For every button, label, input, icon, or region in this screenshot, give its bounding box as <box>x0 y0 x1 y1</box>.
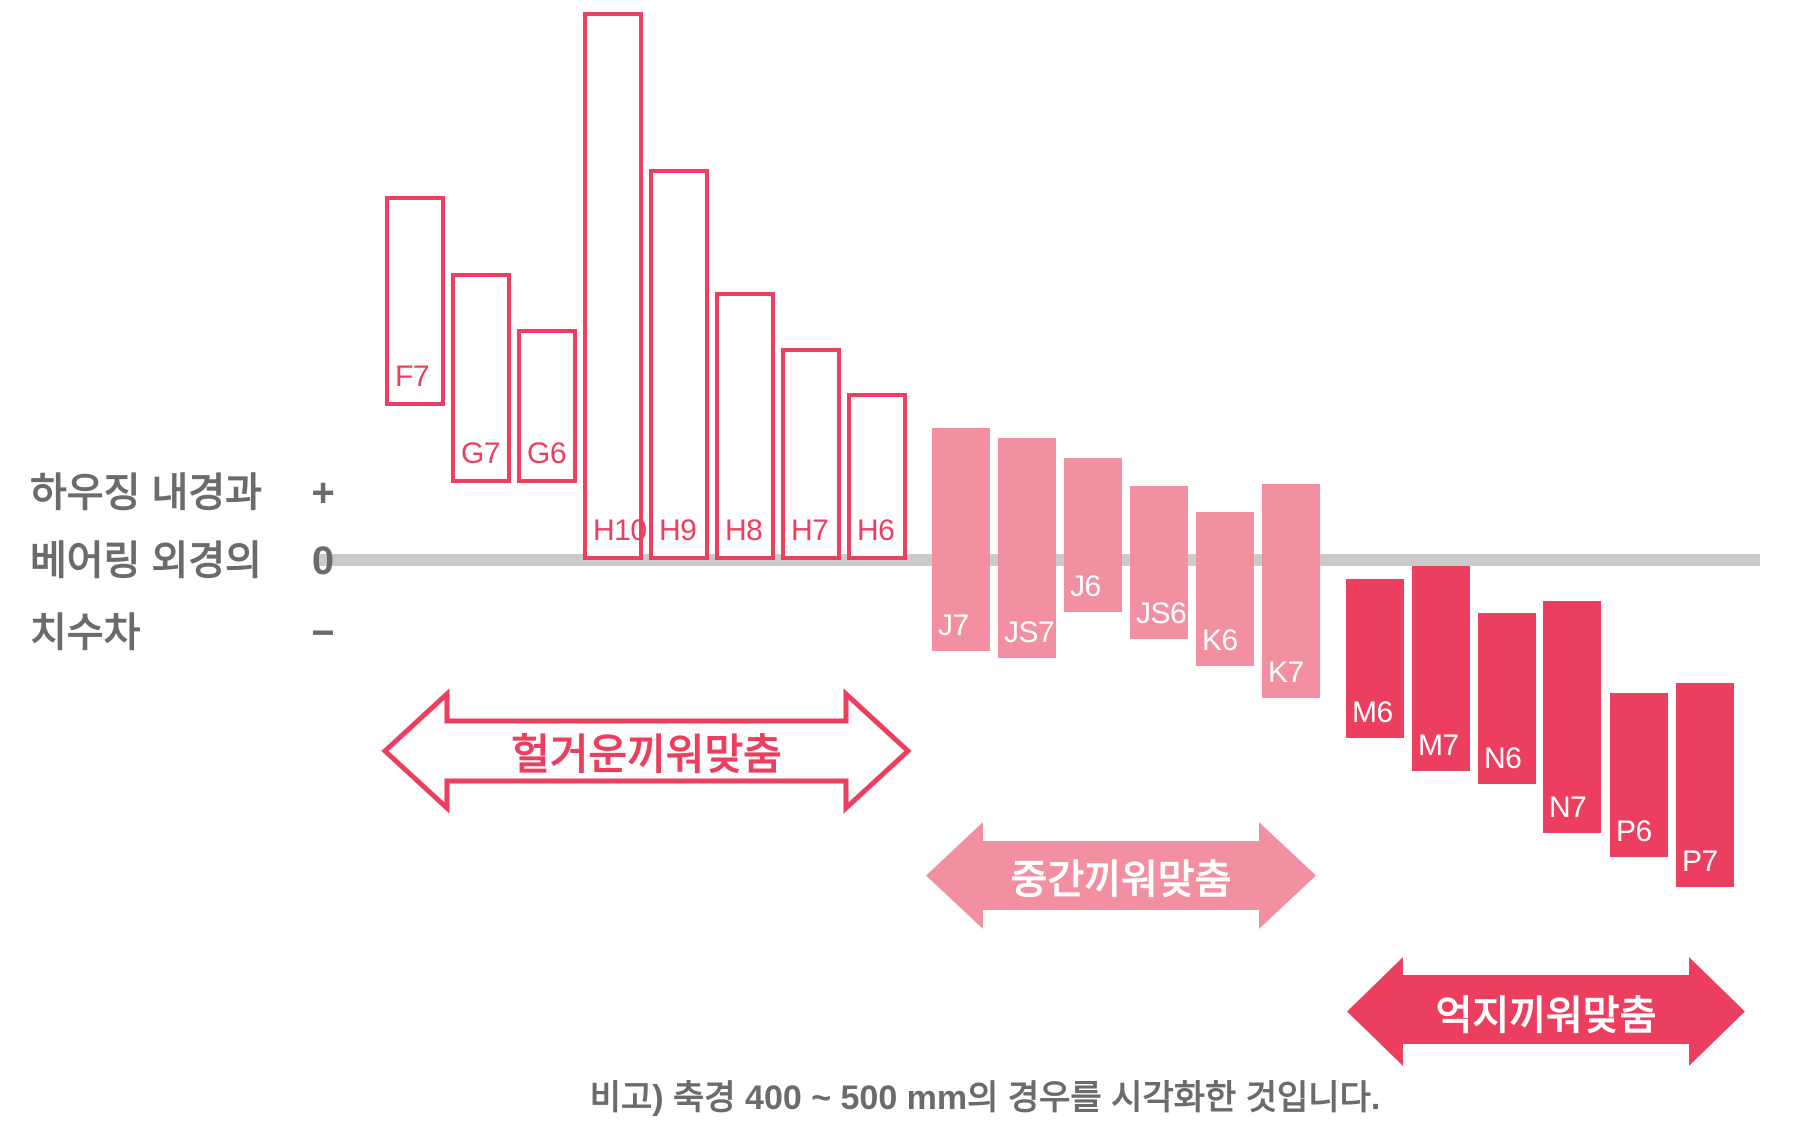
axis-row-housing-bore: 하우징 내경과 + <box>30 468 335 518</box>
axis-symbol-zero: 0 <box>311 539 335 583</box>
bar-label-f7: F7 <box>395 360 430 393</box>
bar-g7: G7 <box>451 273 511 483</box>
double-arrow-pink-icon <box>926 822 1316 929</box>
bar-label-h8: H8 <box>725 514 763 547</box>
bar-h8: H8 <box>715 292 775 560</box>
bar-label-h9: H9 <box>659 514 697 547</box>
bar-label-j7: J7 <box>938 609 969 642</box>
loose-fit-arrow-label: 헐거운끼워맞춤 <box>511 730 782 778</box>
axis-label-bearing-od: 베어링 외경의 <box>30 539 262 583</box>
bar-js7: JS7 <box>998 438 1056 658</box>
bar-h10: H10 <box>583 12 647 560</box>
axis-row-dimension-difference: 치수차 − <box>30 608 335 658</box>
loose-fit-arrow: 헐거운끼워맞춤 <box>381 688 912 814</box>
bar-label-n6: N6 <box>1484 742 1522 775</box>
bar-m7: M7 <box>1412 566 1470 771</box>
transition-fit-arrow-label: 중간끼워맞춤 <box>1010 857 1232 902</box>
bar-h6: H6 <box>847 393 907 560</box>
bar-n6: N6 <box>1478 613 1536 784</box>
bar-label-h6: H6 <box>857 514 895 547</box>
bar-label-m6: M6 <box>1352 696 1393 729</box>
axis-label-housing-bore: 하우징 내경과 <box>30 471 262 515</box>
footnote: 비고) 축경 400 ~ 500 mm의 경우를 시각화한 것입니다. <box>589 1079 1381 1117</box>
bar-label-p6: P6 <box>1616 815 1652 848</box>
bar-label-js7: JS7 <box>1004 616 1055 649</box>
transition-fit-arrow: 중간끼워맞춤 <box>926 822 1316 929</box>
bar-h9: H9 <box>649 169 709 560</box>
double-arrow-outline-icon <box>381 688 912 814</box>
interference-fit-arrow: 억지끼워맞춤 <box>1347 957 1745 1066</box>
bar-h7: H7 <box>781 348 841 560</box>
axis-label-dimension-difference: 치수차 <box>30 611 141 655</box>
bar-j6: J6 <box>1064 458 1122 612</box>
bar-p6: P6 <box>1610 693 1668 857</box>
bar-label-m7: M7 <box>1418 729 1459 762</box>
bar-label-js6: JS6 <box>1136 597 1187 630</box>
axis-symbol-minus: − <box>311 611 335 655</box>
axis-row-bearing-od: 베어링 외경의 0 <box>30 536 334 586</box>
bar-k7: K7 <box>1262 484 1320 698</box>
bar-f7: F7 <box>385 196 445 406</box>
double-arrow-crimson-icon <box>1347 957 1745 1066</box>
bar-p7: P7 <box>1676 683 1734 887</box>
bar-label-j6: J6 <box>1070 570 1101 603</box>
bar-label-k6: K6 <box>1202 624 1238 657</box>
bar-n7: N7 <box>1543 601 1601 833</box>
bar-label-n7: N7 <box>1549 791 1587 824</box>
bar-label-g7: G7 <box>461 437 501 470</box>
interference-fit-arrow-label: 억지끼워맞춤 <box>1435 993 1657 1038</box>
bar-j7: J7 <box>932 428 990 651</box>
bar-m6: M6 <box>1346 579 1404 738</box>
bar-label-p7: P7 <box>1682 845 1718 878</box>
bar-k6: K6 <box>1196 512 1254 666</box>
bar-label-g6: G6 <box>527 437 567 470</box>
axis-symbol-plus: + <box>311 471 335 515</box>
bar-label-k7: K7 <box>1268 656 1304 689</box>
bar-label-h7: H7 <box>791 514 829 547</box>
bar-g6: G6 <box>517 329 577 483</box>
bar-label-h10: H10 <box>593 514 647 547</box>
bar-js6: JS6 <box>1130 486 1188 639</box>
